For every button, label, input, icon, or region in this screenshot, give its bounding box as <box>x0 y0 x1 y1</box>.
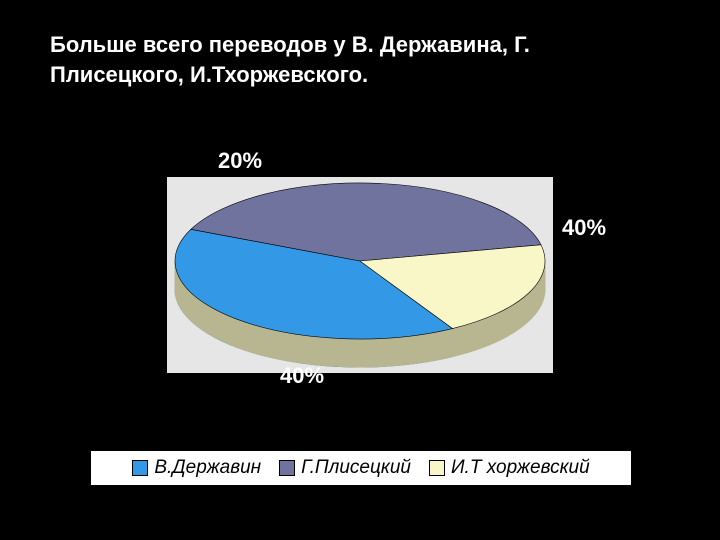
slide: Больше всего переводов у В. Державина, Г… <box>0 0 720 540</box>
slide-title: Больше всего переводов у В. Державина, Г… <box>50 30 650 89</box>
pie-chart <box>150 165 570 405</box>
data-label-2: 20% <box>218 148 262 174</box>
legend-label-2: И.Т хоржевский <box>451 457 590 479</box>
data-label-0: 40% <box>562 215 606 241</box>
legend-item-0: В.Державин <box>132 457 261 479</box>
legend-label-1: Г.Плисецкий <box>301 457 411 479</box>
pie-chart-svg <box>150 165 570 405</box>
legend-label-0: В.Державин <box>154 457 261 479</box>
legend-swatch-1 <box>279 460 295 476</box>
legend: В.Державин Г.Плисецкий И.Т хоржевский <box>90 450 632 486</box>
legend-item-2: И.Т хоржевский <box>429 457 590 479</box>
legend-item-1: Г.Плисецкий <box>279 457 411 479</box>
legend-swatch-0 <box>132 460 148 476</box>
data-label-1: 40% <box>280 363 324 389</box>
legend-swatch-2 <box>429 460 445 476</box>
